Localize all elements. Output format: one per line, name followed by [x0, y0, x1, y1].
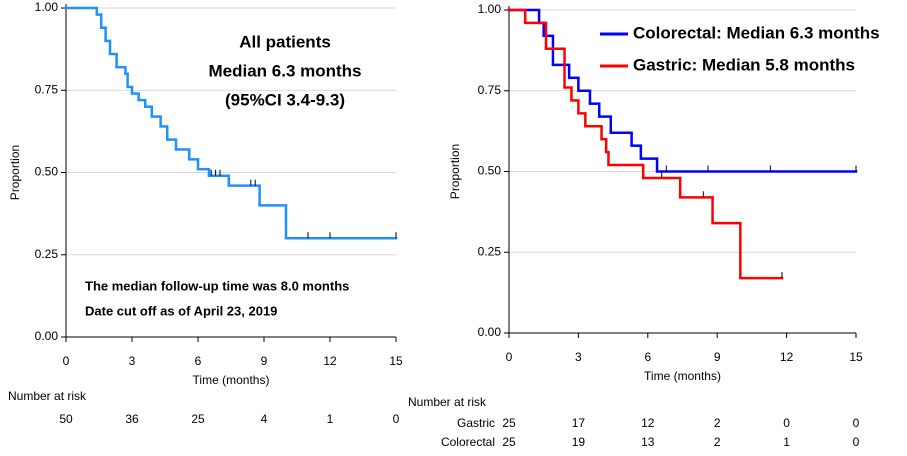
risk-row-label: Gastric	[457, 416, 495, 430]
risk-row-label: Colorectal	[441, 435, 495, 449]
y-tick-label: 1.00	[478, 2, 502, 16]
risk-count: 25	[502, 416, 516, 430]
risk-count: 0	[783, 416, 790, 430]
risk-count: 19	[572, 435, 586, 449]
risk-count: 50	[59, 412, 73, 426]
risk-count: 0	[393, 412, 400, 426]
annotation: Date cut off as of April 23, 2019	[85, 303, 277, 318]
x-tick-label: 6	[644, 350, 651, 364]
risk-count: 2	[714, 416, 721, 430]
risk-table-title: Number at risk	[8, 389, 87, 403]
x-tick-label: 12	[780, 350, 794, 364]
x-tick-label: 9	[714, 350, 721, 364]
risk-count: 2	[714, 435, 721, 449]
x-tick-label: 12	[323, 354, 337, 368]
y-axis-label: Proportion	[8, 145, 22, 200]
annotation: (95%CI 3.4-9.3)	[225, 90, 345, 109]
y-tick-label: 0.00	[478, 325, 502, 339]
risk-count: 0	[853, 416, 860, 430]
y-tick-label: 0.50	[35, 165, 59, 179]
x-tick-label: 0	[506, 350, 513, 364]
y-tick-label: 0.50	[478, 164, 502, 178]
risk-count: 25	[502, 435, 516, 449]
x-tick-label: 15	[849, 350, 863, 364]
risk-count: 4	[261, 412, 268, 426]
risk-count: 1	[327, 412, 334, 426]
y-tick-label: 1.00	[35, 0, 59, 14]
risk-count: 1	[783, 435, 790, 449]
legend-label: Gastric: Median 5.8 months	[633, 55, 855, 74]
y-tick-label: 0.75	[478, 83, 502, 97]
y-tick-label: 0.00	[35, 329, 59, 343]
x-tick-label: 15	[389, 354, 403, 368]
risk-count: 25	[191, 412, 205, 426]
y-tick-label: 0.25	[478, 244, 502, 258]
risk-count: 17	[572, 416, 586, 430]
x-tick-label: 6	[195, 354, 202, 368]
risk-count: 13	[641, 435, 655, 449]
x-axis-label: Time (months)	[644, 369, 721, 383]
risk-count: 0	[853, 435, 860, 449]
x-tick-label: 0	[63, 354, 70, 368]
risk-table-title: Number at risk	[408, 395, 487, 409]
x-tick-label: 9	[261, 354, 268, 368]
annotation: All patients	[239, 32, 331, 51]
x-axis-label: Time (months)	[193, 373, 270, 387]
risk-count: 12	[641, 416, 655, 430]
y-tick-label: 0.75	[35, 82, 59, 96]
x-tick-label: 3	[129, 354, 136, 368]
y-axis-label: Proportion	[448, 144, 462, 199]
risk-count: 36	[125, 412, 139, 426]
legend-label: Colorectal: Median 6.3 months	[633, 23, 880, 42]
annotation: The median follow-up time was 8.0 months	[85, 278, 349, 293]
y-tick-label: 0.25	[35, 247, 59, 261]
x-tick-label: 3	[575, 350, 582, 364]
annotation: Median 6.3 months	[208, 61, 361, 80]
